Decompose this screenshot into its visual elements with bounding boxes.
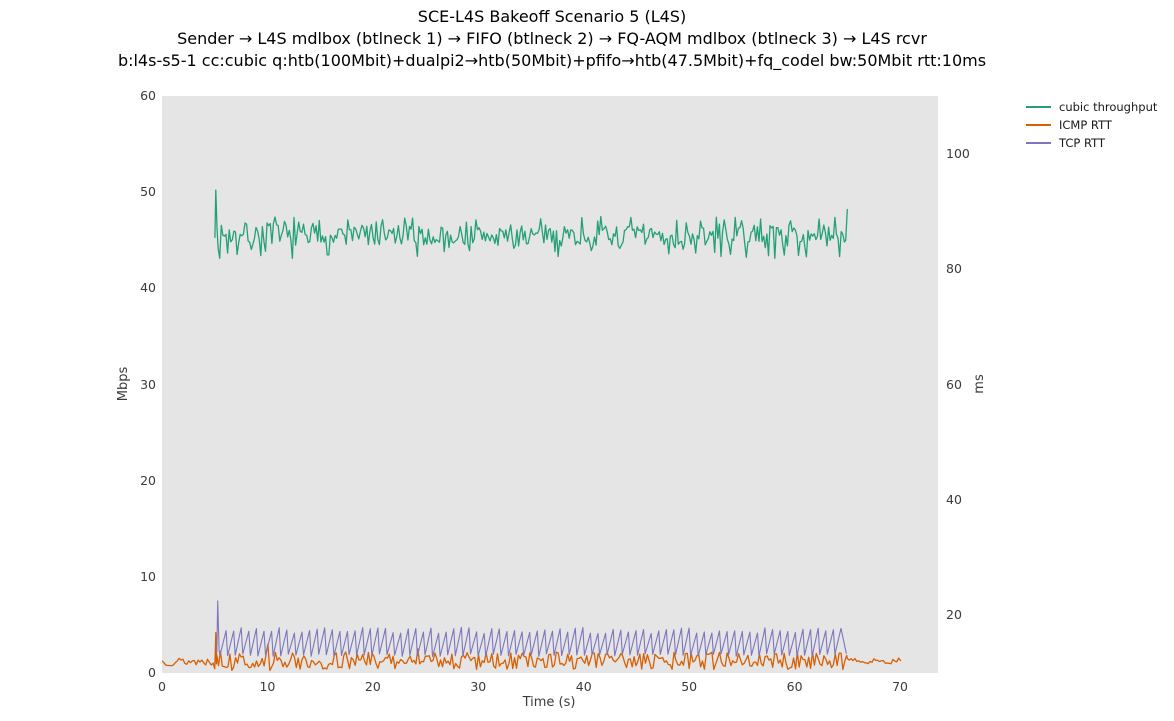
- legend-line-swatch-cubic-throughput: [1026, 106, 1051, 108]
- series-line-cubic-throughput: [214, 189, 848, 260]
- x-tick-50: 50: [681, 679, 698, 694]
- legend-line-swatch-icmp-rtt: [1026, 124, 1051, 126]
- legend-label-tcp-rtt: TCP RTT: [1059, 136, 1105, 150]
- plot-area: [162, 96, 938, 673]
- legend-item-cubic-throughput: cubic throughput: [1026, 98, 1157, 116]
- x-axis-label: Time (s): [522, 695, 576, 710]
- title-block: SCE-L4S Bakeoff Scenario 5 (L4S) Sender …: [0, 6, 1104, 72]
- y-right-tick-40: 40: [946, 491, 962, 507]
- y-right-tick-20: 20: [946, 607, 962, 623]
- y-left-tick-20: 20: [140, 472, 156, 488]
- legend-label-cubic-throughput: cubic throughput: [1059, 100, 1158, 114]
- series-line-tcp-rtt: [216, 600, 847, 658]
- x-tick-20: 20: [364, 679, 381, 694]
- y-left-tick-50: 50: [140, 184, 156, 200]
- y-left-tick-10: 10: [140, 568, 156, 584]
- x-tick-10: 10: [259, 679, 276, 694]
- y-left-tick-40: 40: [140, 280, 156, 296]
- x-tick-70: 70: [892, 679, 908, 694]
- x-tick-40: 40: [575, 679, 592, 694]
- y-right-tick-60: 60: [946, 376, 962, 392]
- x-tick-60: 60: [786, 679, 803, 694]
- y-right-tick-80: 80: [946, 261, 962, 277]
- legend-item-icmp-rtt: ICMP RTT: [1026, 116, 1157, 134]
- chart-subtitle-topology: Sender → L4S mdlbox (btlneck 1) → FIFO (…: [177, 29, 927, 48]
- x-tick-30: 30: [470, 679, 487, 694]
- x-tick-0: 0: [158, 679, 166, 694]
- y-left-tick-60: 60: [140, 88, 156, 103]
- chart-subtitle-params: b:l4s-s5-1 cc:cubic q:htb(100Mbit)+dualp…: [117, 51, 987, 70]
- series-line-icmp-rtt: [162, 631, 902, 672]
- legend-item-tcp-rtt: TCP RTT: [1026, 134, 1157, 152]
- y-left-tick-0: 0: [148, 665, 156, 680]
- chart-title: SCE-L4S Bakeoff Scenario 5 (L4S): [417, 7, 687, 26]
- y-left-tick-30: 30: [140, 376, 156, 392]
- legend-label-icmp-rtt: ICMP RTT: [1059, 118, 1112, 132]
- legend-line-swatch-tcp-rtt: [1026, 142, 1051, 144]
- y-right-tick-100: 100: [946, 145, 970, 161]
- legend: cubic throughput ICMP RTT TCP RTT: [1026, 98, 1157, 152]
- plot-canvas: [162, 189, 902, 672]
